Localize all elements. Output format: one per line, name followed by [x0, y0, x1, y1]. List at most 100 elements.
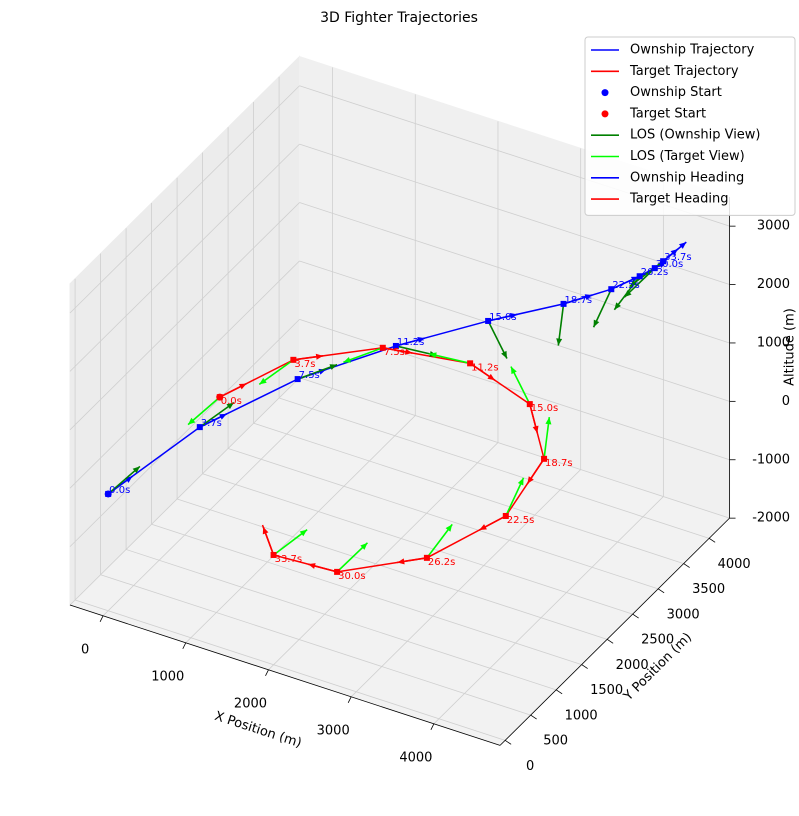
los-arrow-shaft: [426, 523, 453, 559]
time-label: 0.0s: [221, 396, 242, 407]
los-arrow: [429, 352, 471, 365]
heading-arrow-head: [308, 563, 316, 569]
z-tick-label: 2000: [757, 277, 790, 292]
tick-mark: [430, 723, 435, 730]
time-label: 26.2s: [641, 267, 668, 278]
time-label: 33.7s: [664, 252, 691, 263]
grid-line: [253, 422, 684, 564]
y-tick-label: 0: [526, 759, 534, 774]
x-tick-label: 0: [81, 642, 89, 657]
y-tick-label: 1500: [590, 683, 623, 698]
z-tick-label: -1000: [752, 452, 790, 467]
los-arrow-head: [593, 319, 600, 328]
tick-mark: [555, 689, 563, 695]
grid-line: [350, 469, 581, 698]
tick-mark: [265, 669, 269, 676]
los-arrow-shaft: [297, 363, 338, 380]
heading-arrow-head: [584, 294, 593, 300]
time-label: 18.7s: [545, 458, 572, 469]
heading-arrow: [469, 362, 496, 381]
tick-mark: [606, 639, 614, 644]
z-tick-label: 3000: [757, 219, 790, 234]
heading-arrow-head: [219, 413, 227, 420]
x-tick-label: 3000: [317, 723, 350, 738]
y-tick-label: 500: [543, 734, 568, 749]
time-marker: [294, 376, 301, 383]
grid-line: [74, 599, 506, 741]
los-arrow: [543, 417, 552, 459]
los-arrow-head: [624, 290, 632, 298]
heading-arrow: [262, 526, 275, 556]
grid-line: [299, 377, 730, 519]
grid-line: [185, 415, 416, 644]
tick-mark: [182, 642, 187, 649]
los-arrow-head: [343, 357, 351, 363]
heading-arrow-head: [678, 242, 687, 249]
heading-arrow: [395, 337, 426, 347]
los-arrow-head: [501, 350, 507, 359]
tick-mark: [657, 588, 665, 594]
heading-arrow-head: [532, 425, 539, 434]
legend-label: Ownship Start: [630, 85, 722, 100]
tick-mark: [683, 563, 690, 568]
z-tick-label: 0: [782, 394, 790, 409]
los-arrow: [336, 542, 369, 573]
y-tick-label: 2500: [641, 633, 674, 648]
tick-mark: [530, 714, 537, 720]
legend-label: LOS (Target View): [630, 149, 745, 164]
y-tick-label: 3500: [692, 582, 725, 597]
legend-swatch: [601, 110, 609, 118]
los-arrow-head: [614, 302, 621, 310]
time-label: 7.5s: [384, 347, 405, 358]
los-arrow: [623, 267, 656, 298]
time-label: 33.7s: [275, 554, 302, 565]
time-marker: [196, 424, 203, 431]
los-arrow-head: [226, 402, 234, 410]
heading-arrow-head: [417, 337, 425, 343]
los-arrow: [107, 465, 141, 495]
time-label: 22.5s: [612, 280, 639, 291]
grid-line: [299, 143, 730, 285]
los-arrow: [505, 477, 525, 517]
los-arrow-head: [445, 524, 453, 532]
time-marker: [636, 273, 643, 280]
los-arrow-shaft: [107, 465, 141, 495]
los-arrow: [592, 288, 613, 328]
z-tick-label: 1000: [757, 335, 790, 350]
los-arrow-shaft: [592, 288, 613, 328]
heading-arrow: [526, 458, 545, 485]
time-marker: [485, 317, 492, 324]
time-label: 11.2s: [471, 362, 498, 373]
heading-arrow: [529, 403, 539, 434]
legend-label: Target Heading: [629, 192, 728, 207]
legend-label: Target Trajectory: [629, 64, 739, 79]
heading-arrow: [382, 346, 413, 355]
legend-swatch: [601, 89, 609, 97]
grid-line: [69, 260, 300, 489]
heading-arrow-head: [315, 353, 324, 360]
grid-line: [299, 260, 730, 402]
grid-line: [69, 377, 300, 606]
time-label: 26.2s: [428, 557, 455, 568]
los-arrow-shaft: [557, 303, 565, 346]
los-arrow: [426, 523, 453, 559]
los-arrow: [273, 529, 308, 556]
grid-line: [227, 448, 659, 590]
y-tick-label: 1000: [565, 708, 598, 723]
los-arrow-head: [429, 352, 437, 359]
tick-mark: [347, 696, 352, 703]
time-label: 22.5s: [507, 515, 534, 526]
grid-line: [299, 202, 730, 344]
grid-line: [151, 523, 582, 665]
tick-mark: [99, 615, 104, 622]
los-arrow: [258, 359, 294, 386]
chart-title: 3D Fighter Trajectories: [320, 10, 478, 26]
los-arrow: [556, 303, 565, 346]
axis-line: [69, 604, 501, 746]
grid-line: [202, 473, 633, 615]
time-marker: [392, 342, 399, 349]
heading-arrow-head: [509, 312, 518, 319]
los-arrow: [510, 366, 531, 405]
time-marker: [379, 344, 386, 351]
